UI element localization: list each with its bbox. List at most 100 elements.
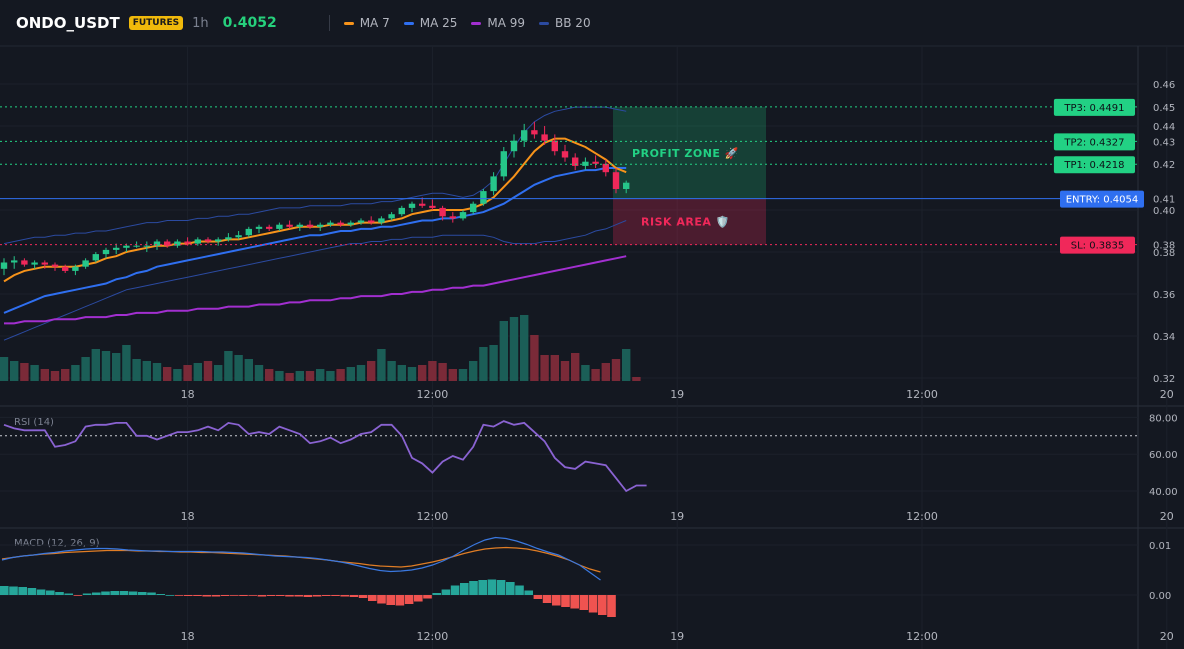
macd-histogram-bar [64, 593, 73, 595]
macd-histogram-bar [570, 595, 579, 609]
rsi-axis-tick: 40.00 [1149, 487, 1178, 498]
price-level-axis-value: 0.41 [1153, 195, 1175, 206]
volume-bar [387, 361, 396, 381]
volume-bar [61, 369, 70, 381]
volume-bar [265, 369, 274, 381]
volume-bar [499, 321, 508, 381]
candle [215, 237, 222, 246]
macd-histogram-bar [174, 595, 184, 596]
volume-bar [20, 363, 29, 381]
price-level-badge[interactable] [1060, 190, 1144, 208]
volume-bar [469, 361, 478, 381]
candle [194, 237, 201, 246]
legend-ma25[interactable]: MA 25 [403, 16, 457, 30]
candle [347, 220, 354, 227]
volume-bar [295, 371, 304, 381]
macd-histogram-bar [404, 595, 414, 604]
price-axis-tick: 0.40 [1153, 206, 1175, 217]
volume-bar [622, 349, 631, 381]
price-axis-tick: 0.32 [1153, 374, 1175, 385]
macd-histogram-bar [230, 595, 239, 596]
price-level-label: SL: 0.3835 [1071, 241, 1124, 252]
volume-bar [203, 361, 213, 381]
volume-bar [611, 359, 621, 381]
macd-histogram-bar [266, 595, 276, 596]
timeframe-selector[interactable]: 1h [192, 15, 209, 31]
macd-histogram-bar [211, 595, 221, 597]
price-level-axis-value: 0.43 [1153, 137, 1175, 148]
macd-histogram-bar [561, 595, 570, 607]
volume-bar [397, 365, 406, 381]
volume-bar [316, 369, 325, 381]
price-level-badge[interactable] [1053, 133, 1135, 151]
price-level-badge[interactable] [1053, 156, 1135, 174]
candle [459, 210, 467, 221]
candle [266, 224, 273, 231]
candlesticks [0, 121, 630, 276]
macd-histogram-bar [469, 581, 478, 595]
macd-histogram-bar [460, 583, 469, 595]
macd-histogram-bar [257, 595, 267, 597]
symbol-name[interactable]: ONDO_USDT [16, 14, 120, 32]
candle [327, 220, 334, 227]
volume-bar [571, 353, 580, 381]
volume-bar [224, 351, 233, 381]
time-axis-tick: 12:00 [417, 388, 449, 401]
macd-histogram-bar [506, 582, 515, 595]
candle [490, 172, 497, 196]
macd-line [1, 536, 601, 581]
volume-bar [428, 361, 437, 381]
macd-histogram-bar [0, 586, 9, 595]
volume-bar [193, 363, 202, 381]
macd-histogram-bar [331, 595, 340, 596]
macd-histogram-bar [349, 595, 359, 597]
candle [276, 222, 283, 231]
risk-zone [613, 198, 766, 245]
macd-histogram-bar [358, 595, 368, 598]
price-level-badge[interactable] [1060, 236, 1135, 254]
macd-histogram-bar [184, 595, 193, 596]
macd-histogram-bar [220, 595, 230, 596]
legend-ma7[interactable]: MA 7 [343, 16, 390, 30]
grid-lines [0, 45, 1184, 649]
price-axis-tick: 0.36 [1153, 290, 1175, 301]
rsi-axis-tick: 60.00 [1149, 450, 1178, 461]
macd-histogram-bar [368, 595, 377, 601]
volume-bar [50, 371, 60, 381]
macd-histogram-bar [542, 595, 552, 603]
macd-axis-tick: 0.00 [1149, 591, 1171, 602]
legend-bb20[interactable]: BB 20 [539, 16, 591, 30]
legend-ma99[interactable]: MA 99 [471, 16, 525, 30]
risk-zone-label: RISK AREA 🛡️ [641, 216, 730, 229]
volume-bar [356, 365, 366, 381]
volume-bar [367, 361, 376, 381]
volume-bar [418, 365, 427, 381]
macd-histogram-bar [138, 592, 147, 595]
candle [0, 258, 8, 276]
time-axis-tick: 18 [181, 510, 195, 523]
volume-bar [336, 369, 345, 381]
macd-histogram-bar [73, 595, 83, 596]
candle [480, 189, 487, 206]
macd-histogram-bar [46, 590, 55, 595]
candle [113, 243, 120, 255]
volume-bar [101, 351, 111, 381]
macd-histogram-bar [340, 595, 349, 597]
volume-bar [479, 347, 488, 381]
macd-histogram-bar [377, 595, 386, 604]
macd-histogram-bar [128, 591, 138, 595]
volume-bar [234, 355, 243, 381]
macd-histogram-bar [312, 595, 322, 597]
candle [296, 222, 303, 231]
candle [204, 237, 212, 244]
price-level-badge[interactable] [1053, 98, 1135, 116]
macd-histogram-bar [82, 593, 92, 595]
rsi-pane: RSI (14) 80.00 60.00 40.00 [0, 413, 1178, 498]
macd-histogram-bar [450, 585, 460, 595]
candle [408, 201, 416, 213]
trade-zones: PROFIT ZONE 🚀 RISK AREA 🛡️ [613, 106, 766, 245]
candle [521, 123, 528, 147]
volume-bar [346, 367, 355, 381]
macd-histogram-bar [487, 579, 497, 595]
legend-label-bb20: BB 20 [555, 16, 591, 30]
